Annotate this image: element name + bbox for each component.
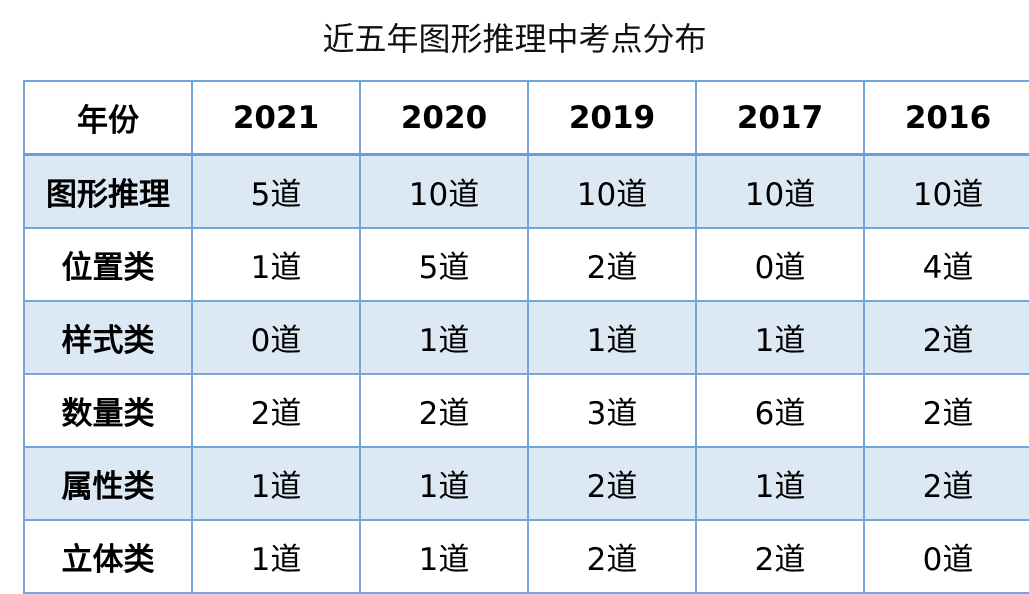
table-cell: 2017 (695, 80, 865, 156)
table-cell: 2道 (527, 446, 697, 521)
table-cell: 2019 (527, 80, 697, 156)
table-cell: 10道 (863, 153, 1029, 229)
table-cell: 0道 (695, 227, 865, 302)
table-cell: 1道 (695, 446, 865, 521)
table-cell: 0道 (863, 519, 1029, 594)
table-cell: 0道 (191, 300, 361, 375)
table-cell: 1道 (359, 300, 529, 375)
title: 近五年图形推理中考点分布 (322, 20, 707, 58)
table-cell: 2道 (863, 373, 1029, 448)
table-cell: 2道 (527, 227, 697, 302)
page: 近五年图形推理中考点分布 年份 2021 2020 2019 2017 2016 图形推理 5… (23, 20, 1029, 594)
table-cell: 4道 (863, 227, 1029, 302)
table-row: 图形推理 5道 10道 10道 10道 10道 (23, 153, 1029, 229)
table-cell: 2道 (863, 300, 1029, 375)
table-cell: 10道 (527, 153, 697, 229)
table-cell: 数量类 (23, 373, 193, 448)
table-cell: 1道 (695, 300, 865, 375)
table-cell: 样式类 (23, 300, 193, 375)
table-row: 数量类 2道 2道 3道 6道 2道 (23, 373, 1029, 448)
table-cell: 2020 (359, 80, 529, 156)
table-cell: 属性类 (23, 446, 193, 521)
table-cell: 10道 (359, 153, 529, 229)
table-cell: 2道 (863, 446, 1029, 521)
table-cell: 2道 (359, 373, 529, 448)
table-cell: 2道 (527, 519, 697, 594)
table-row: 样式类 0道 1道 1道 1道 2道 (23, 300, 1029, 375)
table-cell: 立体类 (23, 519, 193, 594)
table-cell: 10道 (695, 153, 865, 229)
table-cell: 年份 (23, 80, 193, 156)
table-cell: 1道 (527, 300, 697, 375)
table-row: 年份 2021 2020 2019 2017 2016 (23, 80, 1029, 156)
table-cell: 1道 (359, 519, 529, 594)
table-cell: 3道 (527, 373, 697, 448)
table: 年份 2021 2020 2019 2017 2016 图形推理 5道 10道 10道 10道 10道… (23, 80, 1029, 594)
table-cell: 2道 (191, 373, 361, 448)
table-cell: 位置类 (23, 227, 193, 302)
table-row: 属性类 1道 1道 2道 1道 2道 (23, 446, 1029, 521)
table-cell: 1道 (359, 446, 529, 521)
table-cell: 1道 (191, 446, 361, 521)
table-cell: 5道 (359, 227, 529, 302)
table-cell: 2016 (863, 80, 1029, 156)
table-cell: 图形推理 (23, 153, 193, 229)
table-cell: 2道 (695, 519, 865, 594)
table-cell: 2021 (191, 80, 361, 156)
table-cell: 6道 (695, 373, 865, 448)
table-cell: 1道 (191, 227, 361, 302)
table-row: 位置类 1道 5道 2道 0道 4道 (23, 227, 1029, 302)
table-cell: 1道 (191, 519, 361, 594)
table-row: 立体类 1道 1道 2道 2道 0道 (23, 519, 1029, 594)
table-cell: 5道 (191, 153, 361, 229)
